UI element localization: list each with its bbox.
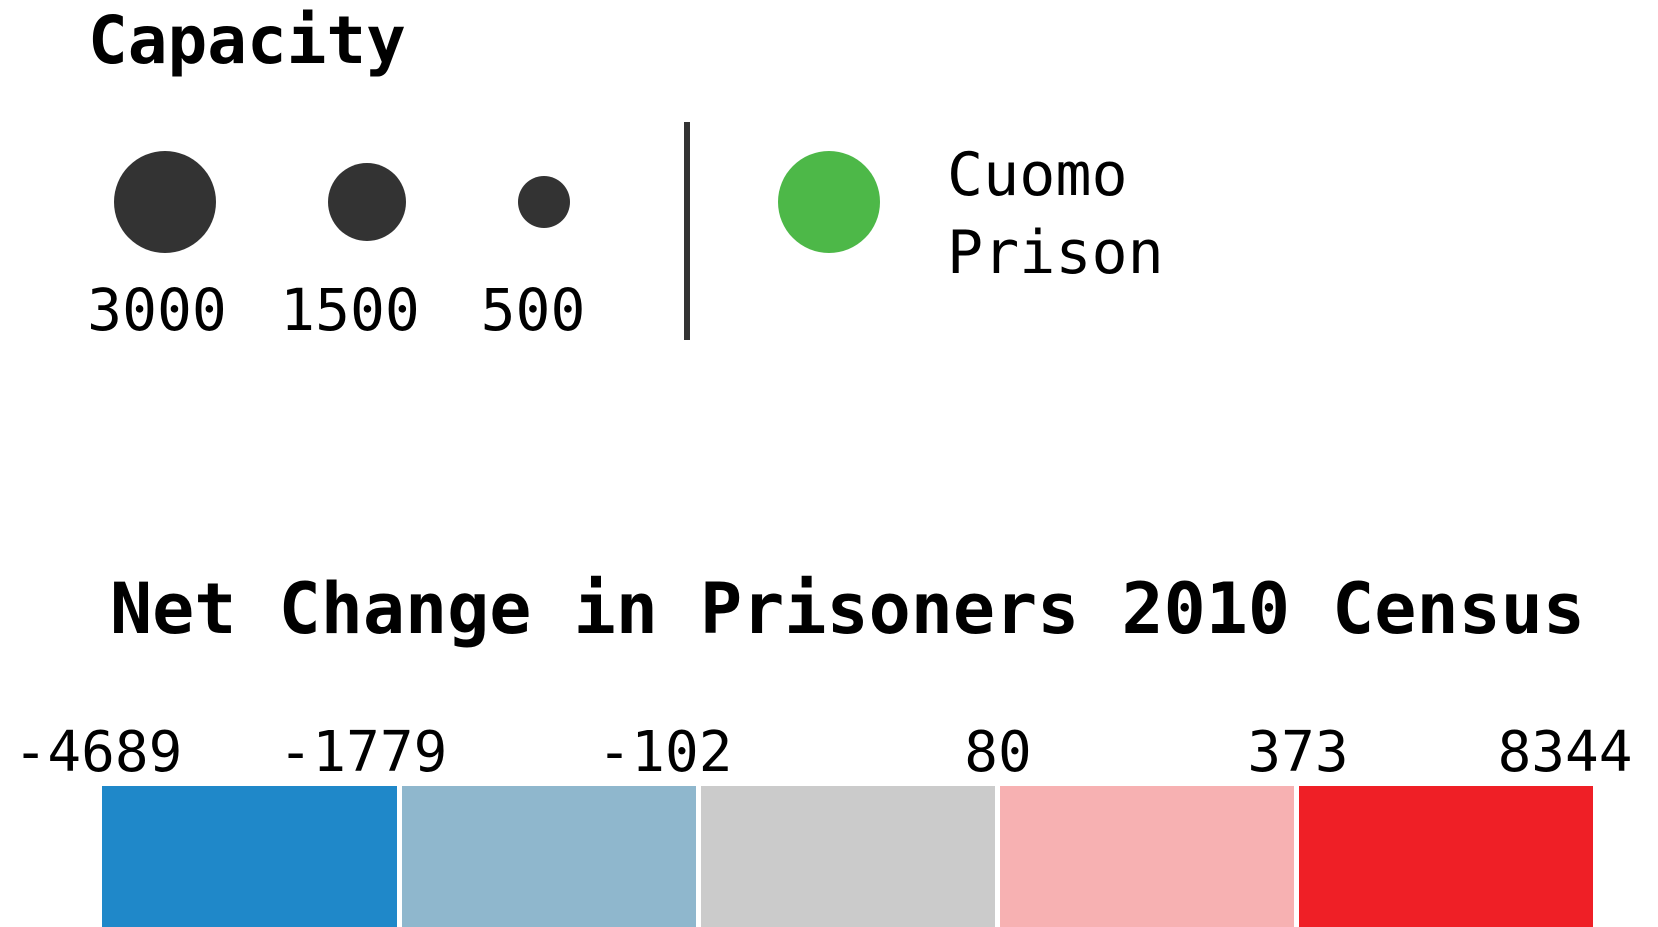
capacity-label-500: 500 [480,276,586,344]
capacity-circle-1500 [328,163,406,241]
cuomo-prison-label: Cuomo Prison [947,140,1164,288]
capacity-label-1500: 1500 [280,276,420,344]
break-label-3: 80 [964,720,1032,785]
capacity-title: Capacity [88,2,406,79]
cuomo-prison-marker [778,151,880,253]
capacity-circle-3000 [114,151,216,253]
legend-divider [684,122,690,340]
capacity-circle-500 [518,176,570,228]
net-change-title: Net Change in Prisoners 2010 Census [110,568,1586,650]
break-label-0: -4689 [13,720,183,785]
break-label-5: 8344 [1497,720,1633,785]
break-label-2: -102 [597,720,733,785]
color-bin-3 [1000,786,1294,927]
color-bin-0 [102,786,397,927]
capacity-label-3000: 3000 [87,276,227,344]
break-label-4: 373 [1247,720,1349,785]
color-bin-1 [402,786,696,927]
color-bin-2 [701,786,995,927]
break-label-1: -1779 [278,720,448,785]
color-bin-4 [1299,786,1593,927]
